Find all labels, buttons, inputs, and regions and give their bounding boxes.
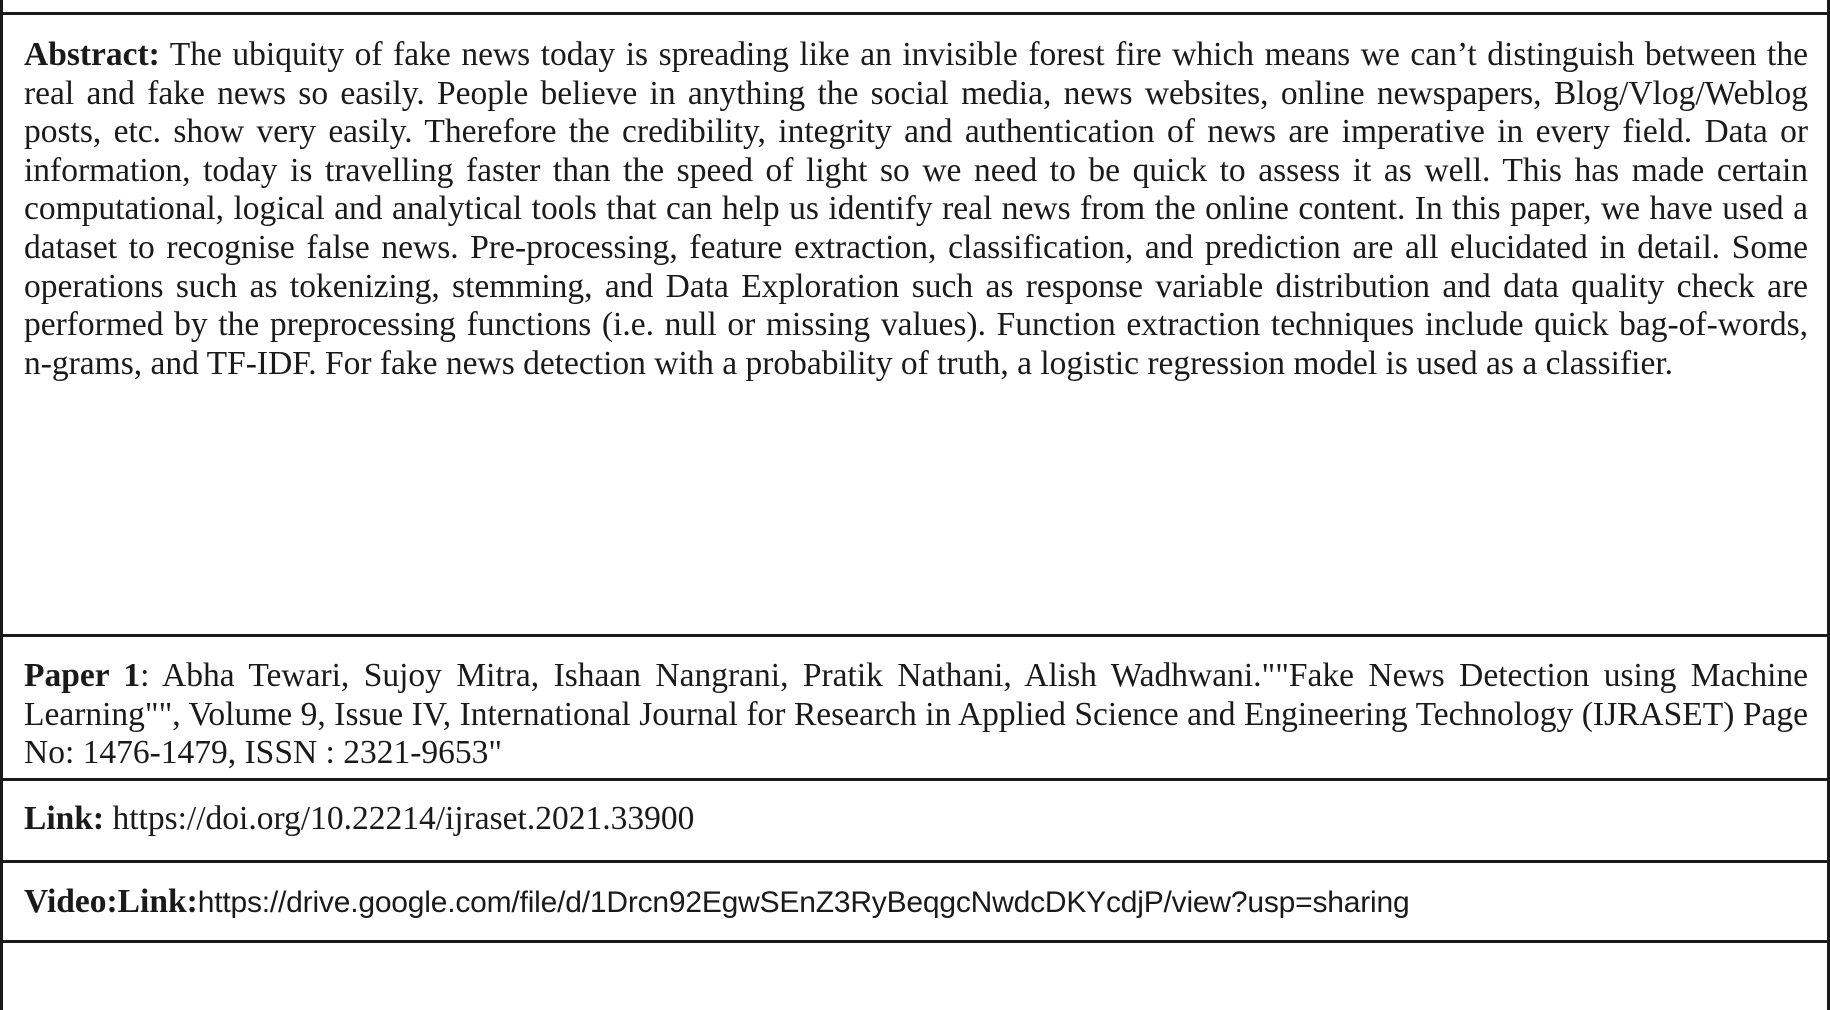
table-divider [0,12,1830,15]
table-divider [0,940,1830,943]
video-label: Video:Link: [24,883,198,920]
abstract-label: Abstract: [24,36,160,73]
video-link[interactable]: https://drive.google.com/file/d/1Drcn92E… [197,886,1410,919]
doi-link[interactable]: https://doi.org/10.22214/ijraset.2021.33… [112,800,695,837]
paper-label: Paper 1 [24,657,141,694]
abstract-cell: Abstract: The ubiquity of fake news toda… [24,36,1808,383]
table-divider [0,860,1830,863]
paper-citation-text: : Abha Tewari, Sujoy Mitra, Ishaan Nangr… [24,657,1808,772]
table-divider [0,634,1830,637]
table-divider [0,778,1830,781]
video-link-cell: Video:Link:https://drive.google.com/file… [24,883,1808,923]
link-cell: Link: https://doi.org/10.22214/ijraset.2… [24,800,1808,839]
table-left-border [0,0,3,1010]
paper-citation-cell: Paper 1: Abha Tewari, Sujoy Mitra, Ishaa… [24,657,1808,773]
link-label: Link: [24,800,105,837]
abstract-text: The ubiquity of fake news today is sprea… [24,36,1808,382]
table-right-border [1827,0,1830,1010]
